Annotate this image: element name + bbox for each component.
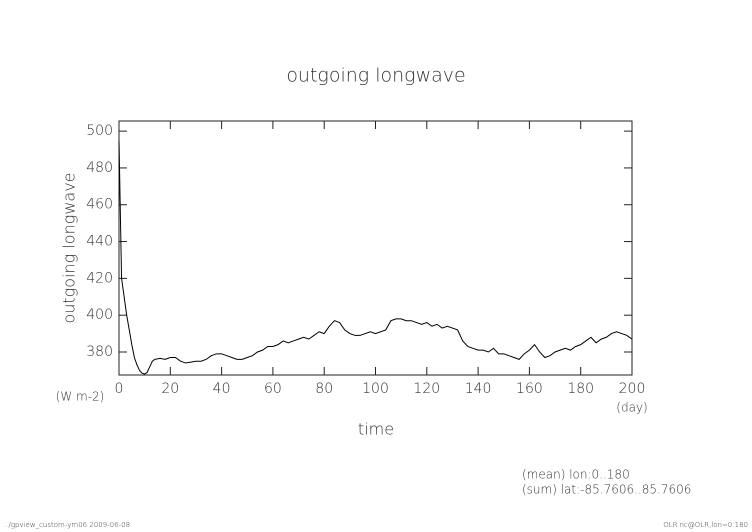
y-tick-label: 440 [86, 234, 113, 250]
x-tick-label: 80 [315, 381, 333, 397]
footer: ../gpview_custom-ym06 2009-06-08 [4, 521, 130, 529]
y-unit: (W m-2) [56, 390, 105, 404]
x-tick-label: 180 [567, 381, 594, 397]
annotation: (mean) lon:0..180 [522, 468, 630, 482]
y-tick-label: 400 [86, 307, 113, 323]
x-tick-label: 160 [516, 381, 543, 397]
y-tick-label: 420 [86, 270, 113, 286]
x-tick-label: 20 [161, 381, 179, 397]
footer: OLR.nc@OLR,lon=0:180 [663, 521, 748, 529]
x-tick-label: 200 [619, 381, 646, 397]
x-axis-label: time [358, 420, 394, 439]
plot-frame [118, 120, 633, 376]
y-tick-label: 500 [86, 123, 113, 139]
y-tick-label: 380 [86, 344, 113, 360]
x-unit: (day) [616, 401, 647, 415]
chart-title: outgoing longwave [286, 65, 465, 87]
data-line [118, 140, 633, 375]
x-tick-label: 120 [413, 381, 440, 397]
x-tick-label: 100 [362, 381, 389, 397]
x-tick-label: 140 [465, 381, 492, 397]
x-tick-label: 0 [115, 381, 124, 397]
y-axis-label: outgoing longwave [60, 172, 79, 323]
y-tick-label: 460 [86, 197, 113, 213]
x-tick-label: 40 [213, 381, 231, 397]
annotation: (sum) lat:-85.7606..85.7606 [522, 483, 691, 497]
x-tick-label: 60 [264, 381, 282, 397]
y-tick-label: 480 [86, 160, 113, 176]
